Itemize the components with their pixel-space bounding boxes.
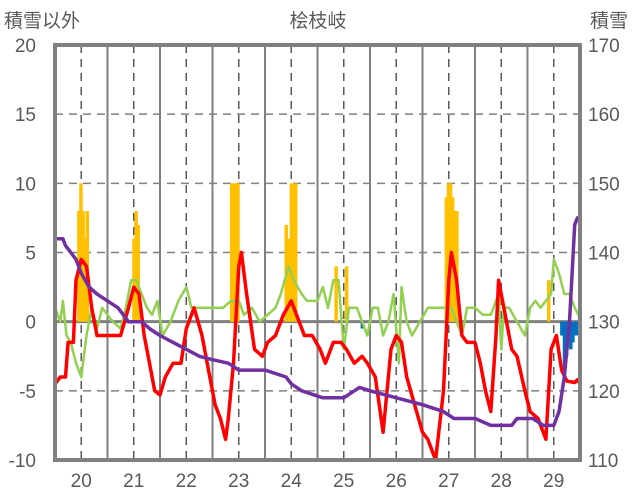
left-axis-title: 積雪以外 bbox=[4, 10, 80, 32]
left-tick-label: 15 bbox=[15, 105, 36, 126]
right-tick-label: 110 bbox=[588, 451, 618, 472]
blue-bar bbox=[571, 321, 575, 343]
right-tick-label: 170 bbox=[588, 36, 620, 57]
chart-title: 桧枝岐 bbox=[289, 10, 346, 32]
green-line bbox=[53, 258, 582, 379]
blue-bar bbox=[575, 321, 579, 336]
left-tick-label: 10 bbox=[15, 174, 36, 195]
right-axis-title: 積雪 bbox=[590, 10, 628, 32]
orange-bar bbox=[234, 183, 238, 322]
x-tick-label: 29 bbox=[543, 471, 564, 492]
orange-bar bbox=[547, 280, 551, 322]
orange-bar bbox=[136, 224, 140, 322]
x-tick-label: 20 bbox=[71, 471, 92, 492]
red-line bbox=[53, 250, 582, 462]
x-tick-label: 28 bbox=[491, 471, 512, 492]
orange-bar bbox=[293, 183, 298, 322]
x-tick-label: 21 bbox=[123, 471, 144, 492]
orange-bar bbox=[232, 183, 236, 322]
orange-bar bbox=[344, 266, 349, 322]
tick-labels: 20 21 22 23 24 25 26 27 28 29 -10 -5 0 5 10 15 20 110 120 1… bbox=[9, 36, 620, 492]
blue-bar bbox=[562, 321, 567, 371]
x-tick-label: 22 bbox=[176, 471, 197, 492]
right-tick-label: 160 bbox=[588, 105, 620, 126]
orange-bar bbox=[79, 183, 83, 322]
x-tick-label: 24 bbox=[281, 471, 303, 492]
orange-bar bbox=[134, 211, 138, 322]
right-tick-label: 120 bbox=[588, 382, 620, 403]
blue-bar bbox=[569, 321, 573, 350]
left-tick-label: 0 bbox=[25, 313, 36, 334]
bars bbox=[77, 183, 579, 371]
left-tick-label: -10 bbox=[9, 451, 36, 472]
x-tick-label: 26 bbox=[386, 471, 407, 492]
orange-bar bbox=[444, 197, 449, 322]
right-tick-label: 150 bbox=[588, 174, 620, 195]
purple-line bbox=[55, 216, 580, 428]
blue-bar bbox=[573, 321, 577, 336]
blue-bar bbox=[560, 321, 564, 336]
left-tick-label: 5 bbox=[25, 244, 36, 265]
orange-bar bbox=[455, 211, 459, 322]
orange-bar bbox=[81, 211, 85, 322]
orange-bar bbox=[334, 266, 338, 322]
x-tick-label: 27 bbox=[438, 471, 459, 492]
x-tick-label: 25 bbox=[333, 471, 354, 492]
orange-bar bbox=[229, 183, 234, 322]
left-tick-label: -5 bbox=[19, 382, 36, 403]
right-tick-label: 140 bbox=[588, 244, 620, 265]
orange-bar bbox=[291, 183, 296, 322]
plot-border bbox=[53, 43, 582, 462]
left-tick-label: 20 bbox=[15, 36, 36, 57]
orange-bar bbox=[236, 183, 240, 322]
orange-bar bbox=[446, 183, 451, 322]
orange-bar bbox=[289, 183, 294, 322]
orange-bar bbox=[286, 238, 291, 322]
right-tick-label: 130 bbox=[588, 313, 620, 334]
series-lines bbox=[53, 216, 582, 462]
x-tick-label: 23 bbox=[228, 471, 249, 492]
